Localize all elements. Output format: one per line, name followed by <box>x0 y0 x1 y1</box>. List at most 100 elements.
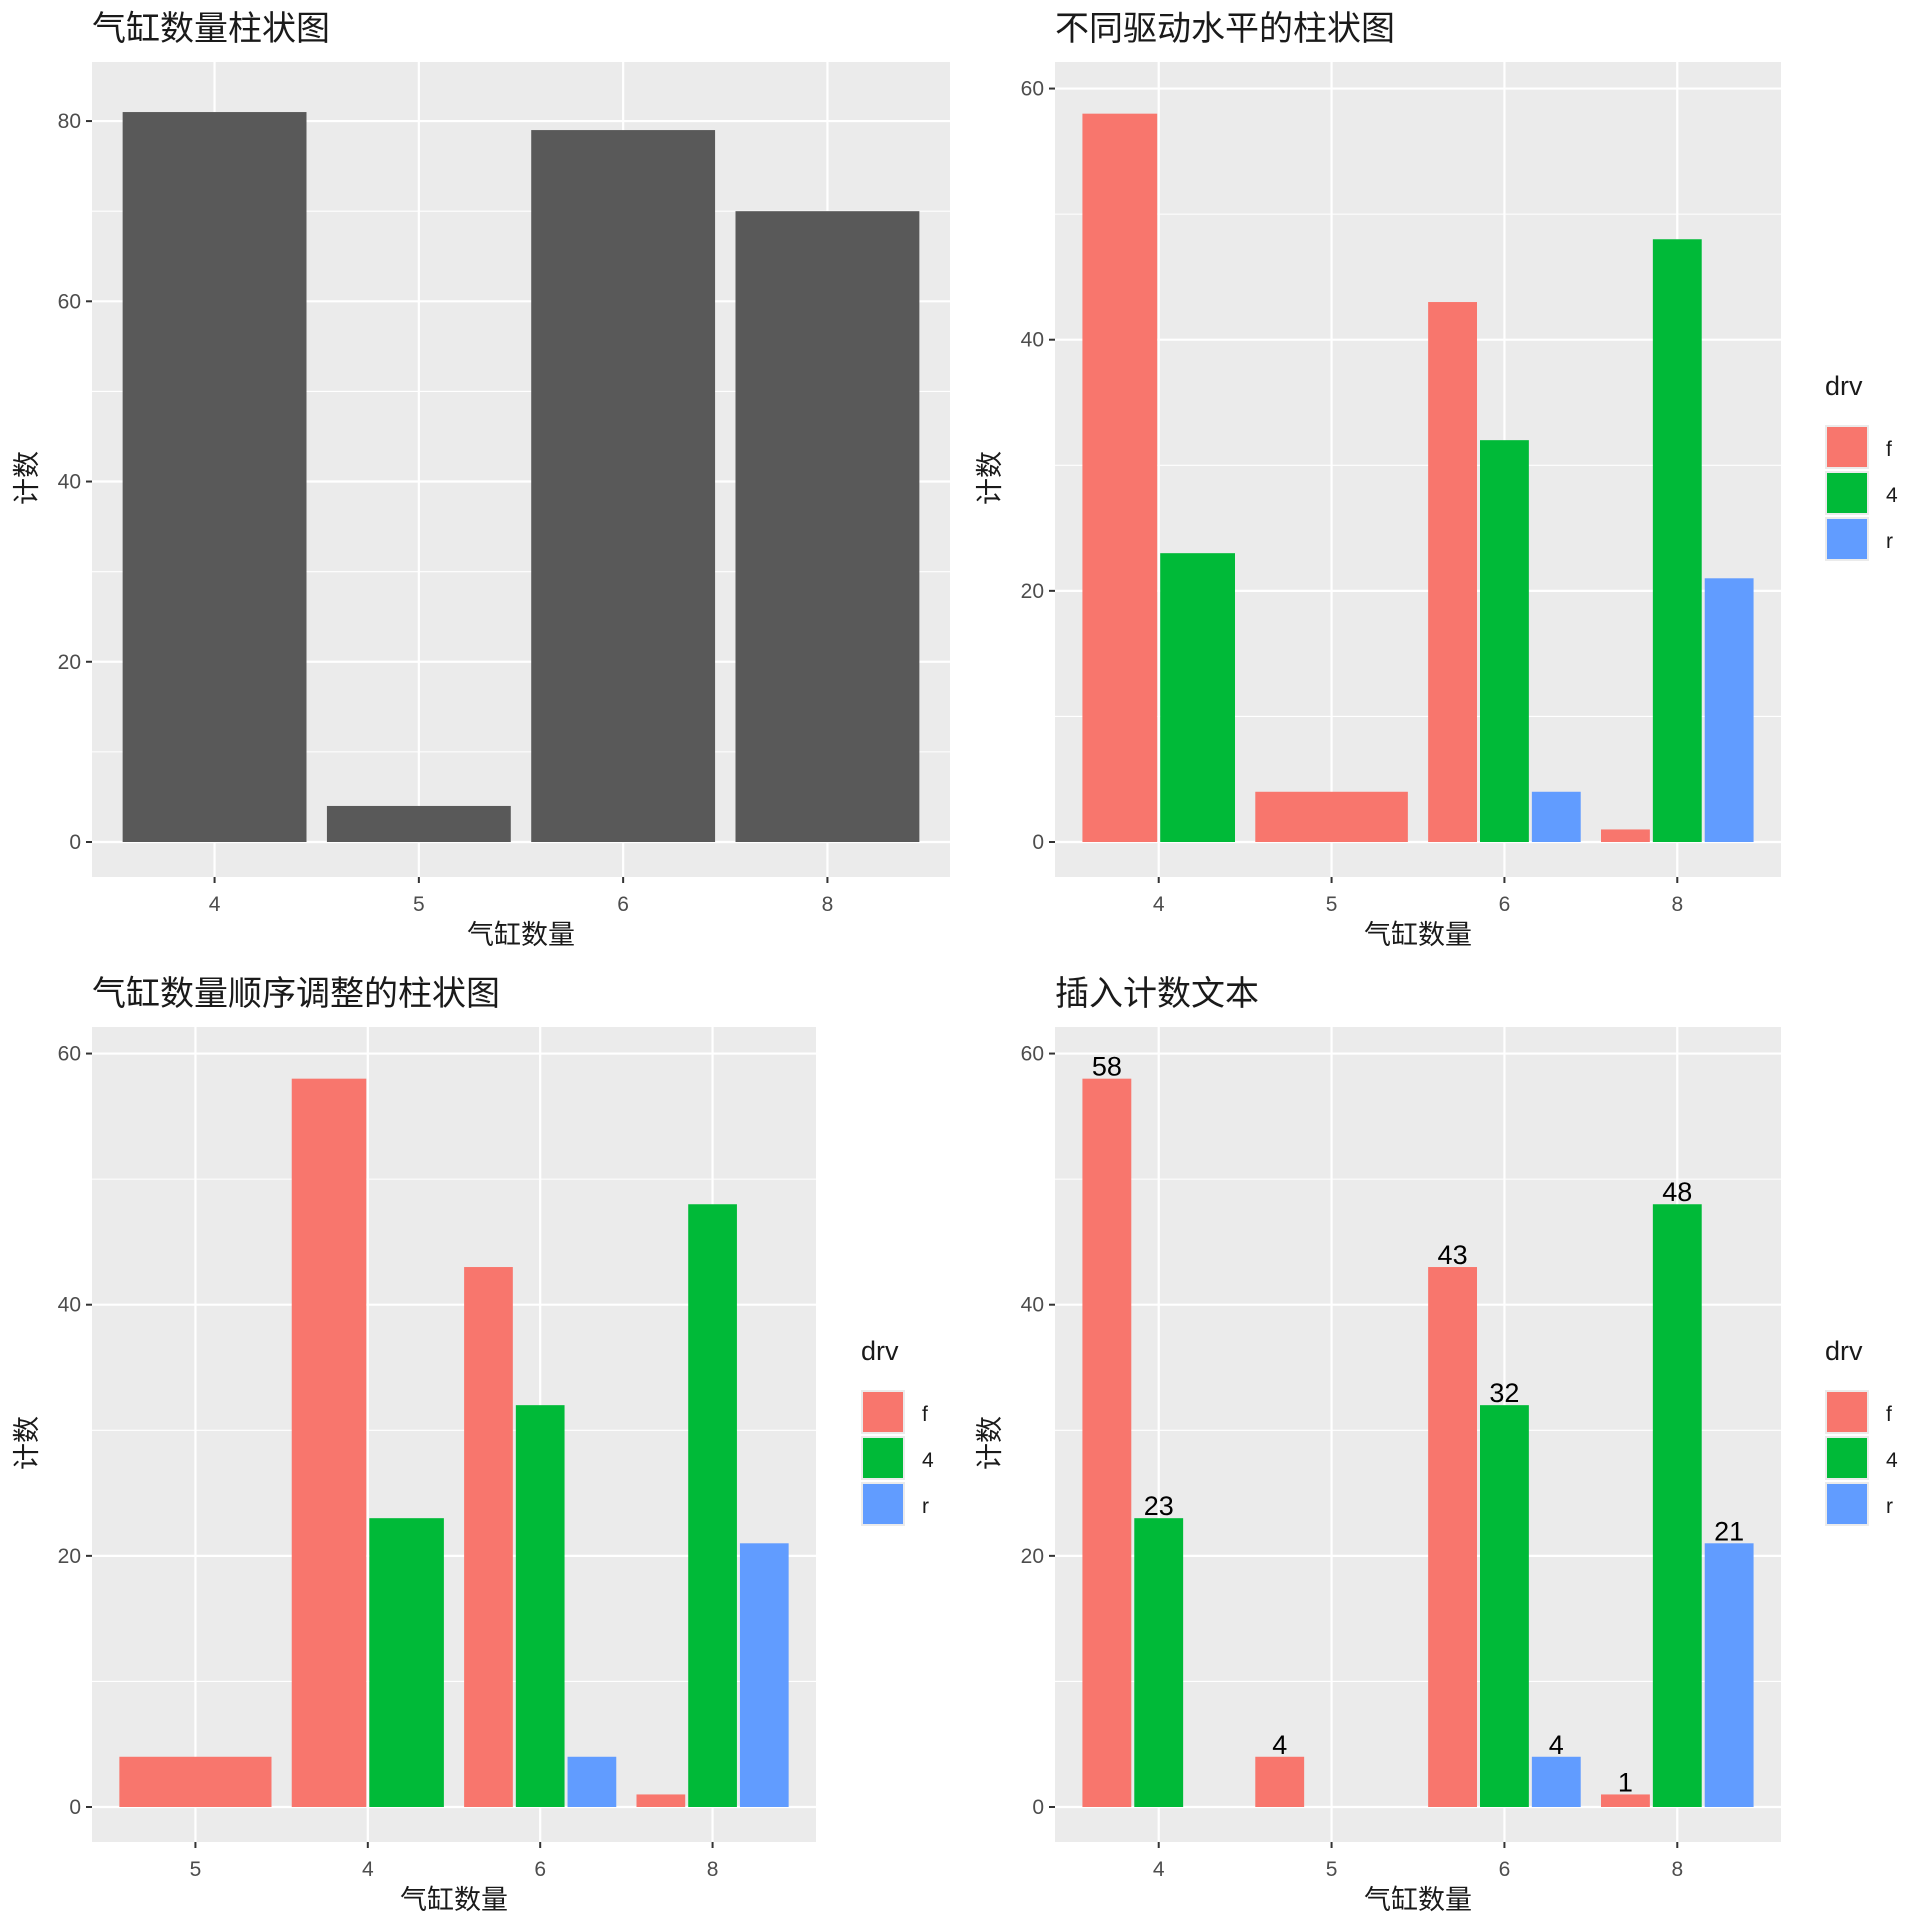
chart-title: 插入计数文本 <box>1055 974 1259 1014</box>
data-label: 4 <box>1549 1730 1564 1760</box>
legend-entry-label: r <box>1886 530 1893 553</box>
bar-r <box>1531 1756 1581 1807</box>
x-axis-label: 气缸数量 <box>467 920 575 951</box>
bar-4 <box>1652 239 1702 842</box>
bar-f <box>1255 1756 1305 1807</box>
bar-4 <box>688 1204 737 1807</box>
y-tick-label: 20 <box>58 651 81 674</box>
y-tick-label: 80 <box>58 110 81 133</box>
chart-panel-4: 插入计数文本 0 20 40 60 4 5 6 8 58 23 4 43 32 4 1 48 21 气缸数量 计数 dr… <box>975 974 1898 1916</box>
legend: drv f 4 r <box>1825 1336 1898 1526</box>
x-tick-label: 5 <box>413 893 425 916</box>
bar-4 <box>1134 1518 1184 1807</box>
data-label: 21 <box>1714 1516 1744 1546</box>
y-tick-label: 40 <box>1021 1294 1044 1317</box>
y-axis-label: 计数 <box>975 1416 1006 1470</box>
bar <box>326 805 511 842</box>
x-tick-label: 4 <box>209 893 221 916</box>
x-axis-label: 气缸数量 <box>1364 920 1472 951</box>
legend-swatch-r <box>863 1484 903 1524</box>
chart-panel-2: 不同驱动水平的柱状图 0 20 40 60 4 5 6 8 气缸数量 计数 drv f 4 r <box>975 9 1898 951</box>
y-axis-label: 计数 <box>12 1416 43 1470</box>
y-axis-label: 计数 <box>975 451 1006 505</box>
bar-4 <box>1480 1405 1529 1807</box>
y-tick-label: 40 <box>1021 329 1044 352</box>
chart-panel-3: 气缸数量顺序调整的柱状图 0 20 40 60 5 4 6 8 气缸数量 计数 drv f 4 r <box>12 974 934 1916</box>
x-tick-label: 6 <box>534 1858 546 1881</box>
y-tick-label: 60 <box>1021 1043 1044 1066</box>
legend-entry-label: f <box>1886 438 1892 461</box>
y-tick-label: 0 <box>1032 831 1044 854</box>
legend-entry-label: r <box>1886 1495 1893 1518</box>
y-tick-label: 20 <box>58 1545 81 1568</box>
x-tick-label: 5 <box>1326 1858 1338 1881</box>
bar-4 <box>1480 440 1529 842</box>
y-tick-label: 40 <box>58 471 81 494</box>
bar-f <box>1601 829 1650 842</box>
legend-swatch-r <box>1827 519 1867 559</box>
legend-title: drv <box>1825 371 1863 401</box>
x-axis-label: 气缸数量 <box>400 1885 508 1916</box>
y-tick-label: 0 <box>69 831 81 854</box>
y-tick-label: 60 <box>1021 78 1044 101</box>
x-tick-label: 8 <box>1671 1858 1683 1881</box>
legend-entry-label: 4 <box>1886 484 1898 507</box>
legend-swatch-f <box>1827 427 1867 467</box>
y-tick-label: 0 <box>1032 1796 1044 1819</box>
bar-r <box>1531 791 1581 842</box>
bar-f <box>291 1078 367 1807</box>
legend-entry-label: f <box>922 1403 928 1426</box>
y-tick-label: 20 <box>1021 1545 1044 1568</box>
legend-swatch-4 <box>863 1438 903 1478</box>
legend-swatch-4 <box>1827 1438 1867 1478</box>
data-label: 1 <box>1618 1767 1633 1797</box>
x-tick-label: 4 <box>1153 1858 1165 1881</box>
x-tick-label: 4 <box>1153 893 1165 916</box>
legend-swatch-4 <box>1827 473 1867 513</box>
chart-title: 不同驱动水平的柱状图 <box>1055 9 1395 49</box>
y-tick-label: 60 <box>58 290 81 313</box>
x-tick-label: 8 <box>822 893 834 916</box>
bar-r <box>567 1756 617 1807</box>
x-tick-label: 5 <box>1326 893 1338 916</box>
bar-r <box>1704 578 1754 842</box>
bar-4 <box>369 1518 444 1807</box>
bar-f <box>119 1756 272 1807</box>
bar-4 <box>1160 553 1235 842</box>
data-label: 4 <box>1272 1730 1287 1760</box>
x-tick-label: 8 <box>707 1858 719 1881</box>
bar-4 <box>1652 1204 1702 1807</box>
bar-r <box>1704 1543 1754 1807</box>
bar-f <box>1428 302 1477 842</box>
bar-f <box>1082 113 1158 843</box>
legend-entry-label: r <box>922 1495 929 1518</box>
data-label: 43 <box>1438 1240 1468 1270</box>
bar-f <box>1601 1794 1650 1807</box>
x-tick-label: 6 <box>1499 893 1511 916</box>
y-tick-label: 60 <box>58 1043 81 1066</box>
legend: drv f 4 r <box>861 1336 934 1526</box>
x-axis-label: 气缸数量 <box>1364 1885 1472 1916</box>
x-tick-label: 5 <box>190 1858 202 1881</box>
bar-4 <box>515 1405 565 1807</box>
bar-f <box>1082 1078 1132 1807</box>
y-tick-label: 40 <box>58 1294 81 1317</box>
legend-entry-label: 4 <box>1886 1449 1898 1472</box>
chart-title: 气缸数量顺序调整的柱状图 <box>92 974 500 1014</box>
y-tick-label: 20 <box>1021 580 1044 603</box>
x-tick-label: 6 <box>617 893 629 916</box>
x-tick-label: 8 <box>1671 893 1683 916</box>
chart-panel-1: 气缸数量柱状图 0 20 40 60 80 4 5 6 8 气缸数量 计数 <box>12 9 950 951</box>
y-tick-label: 0 <box>69 1796 81 1819</box>
legend-swatch-f <box>1827 1392 1867 1432</box>
bar-f <box>1428 1267 1477 1807</box>
legend-swatch-f <box>863 1392 903 1432</box>
bar-f <box>636 1794 686 1807</box>
bar <box>735 211 920 843</box>
data-label: 32 <box>1489 1378 1519 1408</box>
bar-f <box>464 1267 513 1807</box>
legend-title: drv <box>1825 1336 1863 1366</box>
bar <box>531 130 716 843</box>
bar-f <box>1255 791 1408 842</box>
